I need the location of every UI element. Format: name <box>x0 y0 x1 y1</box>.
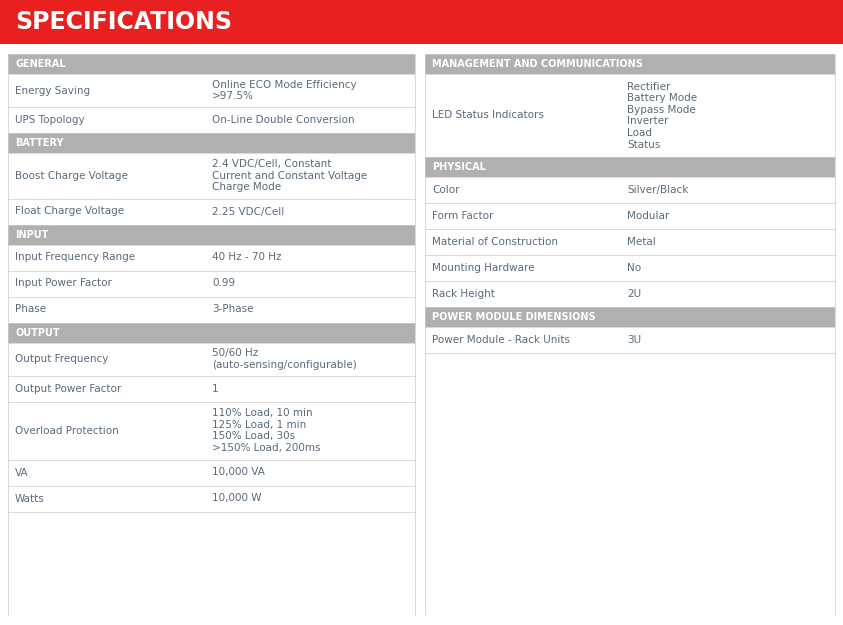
Text: Color: Color <box>432 185 459 195</box>
Text: 10,000 VA: 10,000 VA <box>212 468 265 478</box>
Text: Energy Saving: Energy Saving <box>15 86 90 96</box>
Text: Phase: Phase <box>15 304 46 314</box>
Text: Output Power Factor: Output Power Factor <box>15 384 121 394</box>
Bar <box>425 54 835 74</box>
Text: OUTPUT: OUTPUT <box>15 328 60 338</box>
Text: Float Charge Voltage: Float Charge Voltage <box>15 206 124 216</box>
Text: On-Line Double Conversion: On-Line Double Conversion <box>212 115 355 125</box>
Bar <box>8 133 415 153</box>
Text: Input Frequency Range: Input Frequency Range <box>15 253 135 262</box>
Text: Output Frequency: Output Frequency <box>15 354 109 364</box>
Text: Overload Protection: Overload Protection <box>15 426 119 436</box>
Text: INPUT: INPUT <box>15 229 48 239</box>
Bar <box>8 296 415 322</box>
Text: Power Module - Rack Units: Power Module - Rack Units <box>432 335 570 345</box>
Text: 2.4 VDC/Cell, Constant
Current and Constant Voltage
Charge Mode: 2.4 VDC/Cell, Constant Current and Const… <box>212 159 368 192</box>
Text: PHYSICAL: PHYSICAL <box>432 162 486 172</box>
Text: 10,000 W: 10,000 W <box>212 494 261 504</box>
Bar <box>425 177 835 203</box>
Bar <box>8 54 415 74</box>
Bar <box>425 74 835 157</box>
Bar <box>425 229 835 255</box>
Text: GENERAL: GENERAL <box>15 59 66 69</box>
Text: Mounting Hardware: Mounting Hardware <box>432 263 534 273</box>
Text: Metal: Metal <box>627 237 656 247</box>
Text: 2.25 VDC/Cell: 2.25 VDC/Cell <box>212 206 284 216</box>
Bar <box>8 74 415 107</box>
Text: 3-Phase: 3-Phase <box>212 304 254 314</box>
Text: SPECIFICATIONS: SPECIFICATIONS <box>15 10 232 34</box>
Bar <box>8 486 415 511</box>
Text: POWER MODULE DIMENSIONS: POWER MODULE DIMENSIONS <box>432 312 596 322</box>
Text: Boost Charge Voltage: Boost Charge Voltage <box>15 171 128 181</box>
Text: VA: VA <box>15 468 29 478</box>
Text: 2U: 2U <box>627 289 642 299</box>
Text: Rectifier
Battery Mode
Bypass Mode
Inverter
Load
Status: Rectifier Battery Mode Bypass Mode Inver… <box>627 81 697 149</box>
Bar <box>8 459 415 486</box>
Text: 1: 1 <box>212 384 218 394</box>
Bar <box>8 244 415 271</box>
Bar <box>8 107 415 133</box>
Text: Material of Construction: Material of Construction <box>432 237 558 247</box>
Bar <box>8 153 415 199</box>
Bar <box>8 322 415 342</box>
Bar <box>8 401 415 459</box>
Text: MANAGEMENT AND COMMUNICATIONS: MANAGEMENT AND COMMUNICATIONS <box>432 59 643 69</box>
Text: Form Factor: Form Factor <box>432 211 493 221</box>
Bar <box>425 157 835 177</box>
Text: 3U: 3U <box>627 335 642 345</box>
Bar <box>425 327 835 353</box>
Bar <box>8 224 415 244</box>
Text: UPS Topology: UPS Topology <box>15 115 84 125</box>
Text: 0.99: 0.99 <box>212 279 235 289</box>
Text: Input Power Factor: Input Power Factor <box>15 279 112 289</box>
Bar <box>0 0 843 44</box>
Text: 40 Hz - 70 Hz: 40 Hz - 70 Hz <box>212 253 282 262</box>
Bar <box>8 376 415 401</box>
Text: BATTERY: BATTERY <box>15 138 63 148</box>
Bar <box>425 307 835 327</box>
Text: No: No <box>627 263 642 273</box>
Text: Silver/Black: Silver/Black <box>627 185 689 195</box>
Bar <box>8 342 415 376</box>
Text: Modular: Modular <box>627 211 669 221</box>
Text: 50/60 Hz
(auto-sensing/configurable): 50/60 Hz (auto-sensing/configurable) <box>212 348 357 370</box>
Bar <box>425 281 835 307</box>
Text: 110% Load, 10 min
125% Load, 1 min
150% Load, 30s
>150% Load, 200ms: 110% Load, 10 min 125% Load, 1 min 150% … <box>212 408 320 453</box>
Bar <box>425 255 835 281</box>
Text: Rack Height: Rack Height <box>432 289 495 299</box>
Bar <box>8 271 415 296</box>
Text: LED Status Indicators: LED Status Indicators <box>432 111 544 121</box>
Text: Watts: Watts <box>15 494 45 504</box>
Bar <box>425 203 835 229</box>
Text: Online ECO Mode Efficiency
>97.5%: Online ECO Mode Efficiency >97.5% <box>212 80 357 101</box>
Bar <box>8 199 415 224</box>
